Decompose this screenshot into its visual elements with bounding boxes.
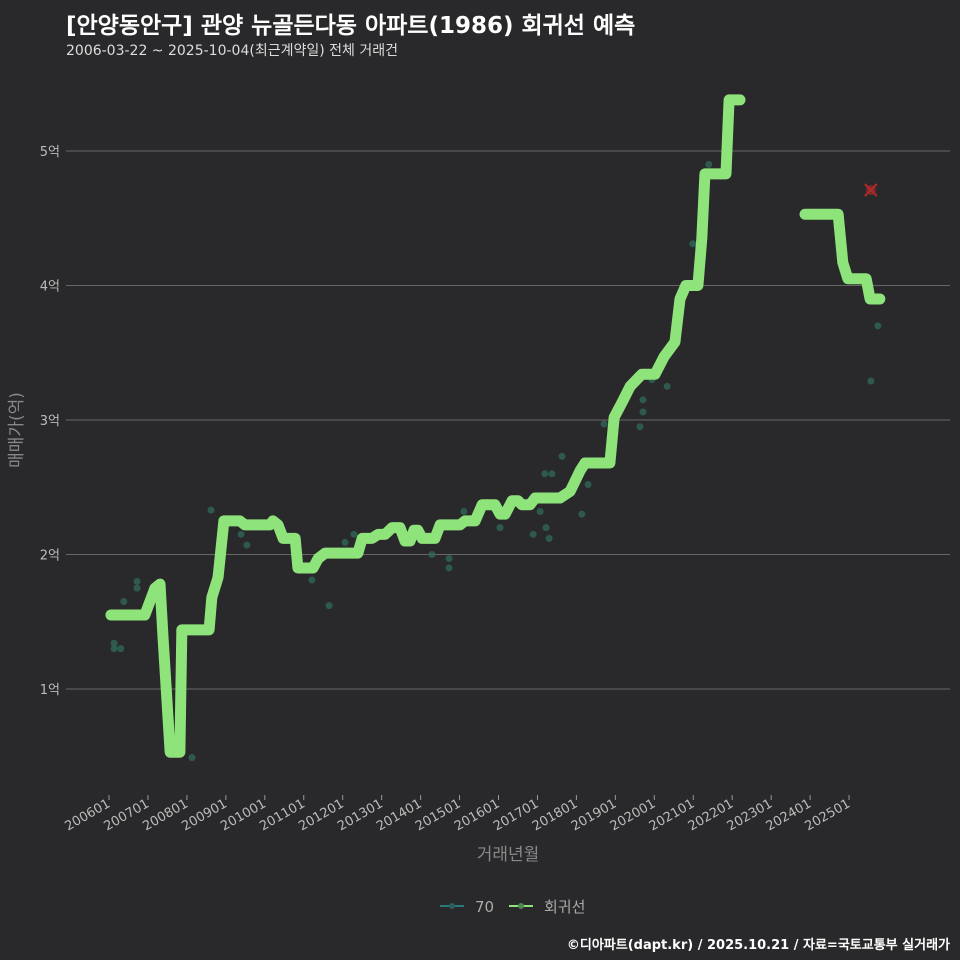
data-point [237, 530, 245, 538]
data-point [496, 524, 504, 532]
data-point [639, 408, 647, 416]
data-point [542, 524, 550, 532]
legend-label: 회귀선 [544, 898, 585, 916]
data-point [133, 584, 141, 592]
data-point [636, 423, 644, 431]
data-point [350, 530, 358, 538]
x-tick-label: 202501 [803, 796, 853, 834]
data-point [536, 507, 544, 515]
legend-marker [518, 903, 524, 909]
data-point [308, 576, 316, 584]
data-point [133, 577, 141, 585]
data-point [207, 506, 215, 514]
y-tick-label: 4억 [40, 280, 60, 295]
x-axis-label: 거래년월 [477, 845, 540, 865]
data-point [460, 507, 468, 515]
data-point [445, 555, 453, 563]
regression-line [105, 94, 746, 758]
y-tick-label: 3억 [40, 414, 60, 429]
y-tick-label: 2억 [40, 549, 60, 564]
y-tick-label: 5억 [40, 145, 60, 160]
data-point [600, 420, 608, 428]
data-point [545, 534, 553, 542]
data-point [117, 645, 125, 653]
data-point [541, 470, 549, 478]
data-point [548, 470, 556, 478]
regression-line [799, 208, 886, 305]
footer-credit: ©디아파트(dapt.kr) / 2025.10.21 / 자료=국토교통부 실… [566, 938, 950, 953]
data-point [584, 481, 592, 489]
legend-label: 70 [475, 898, 494, 916]
y-axis-label: 매매가(억) [7, 392, 27, 468]
data-point [558, 452, 566, 460]
data-point [120, 598, 128, 606]
data-point [578, 510, 586, 518]
data-point [243, 541, 251, 549]
data-point [663, 382, 671, 390]
data-point [639, 396, 647, 404]
data-point [689, 240, 697, 248]
prediction-x-icon [864, 183, 878, 197]
chart-title: [안양동안구] 관양 뉴골든다동 아파트(1986) 회귀선 예측 [66, 13, 636, 39]
y-tick-label: 1억 [40, 683, 60, 698]
chart-subtitle: 2006-03-22 ~ 2025-10-04(최근계약일) 전체 거래건 [66, 43, 398, 59]
data-point [325, 602, 333, 610]
legend-marker [449, 903, 455, 909]
data-point [529, 530, 537, 538]
data-point [188, 754, 196, 762]
data-point [445, 564, 453, 572]
data-point [110, 645, 118, 653]
data-point [867, 377, 875, 385]
data-point [110, 639, 118, 647]
data-point [874, 322, 882, 330]
data-point [341, 538, 349, 546]
data-point [428, 551, 436, 558]
data-point [705, 160, 713, 168]
